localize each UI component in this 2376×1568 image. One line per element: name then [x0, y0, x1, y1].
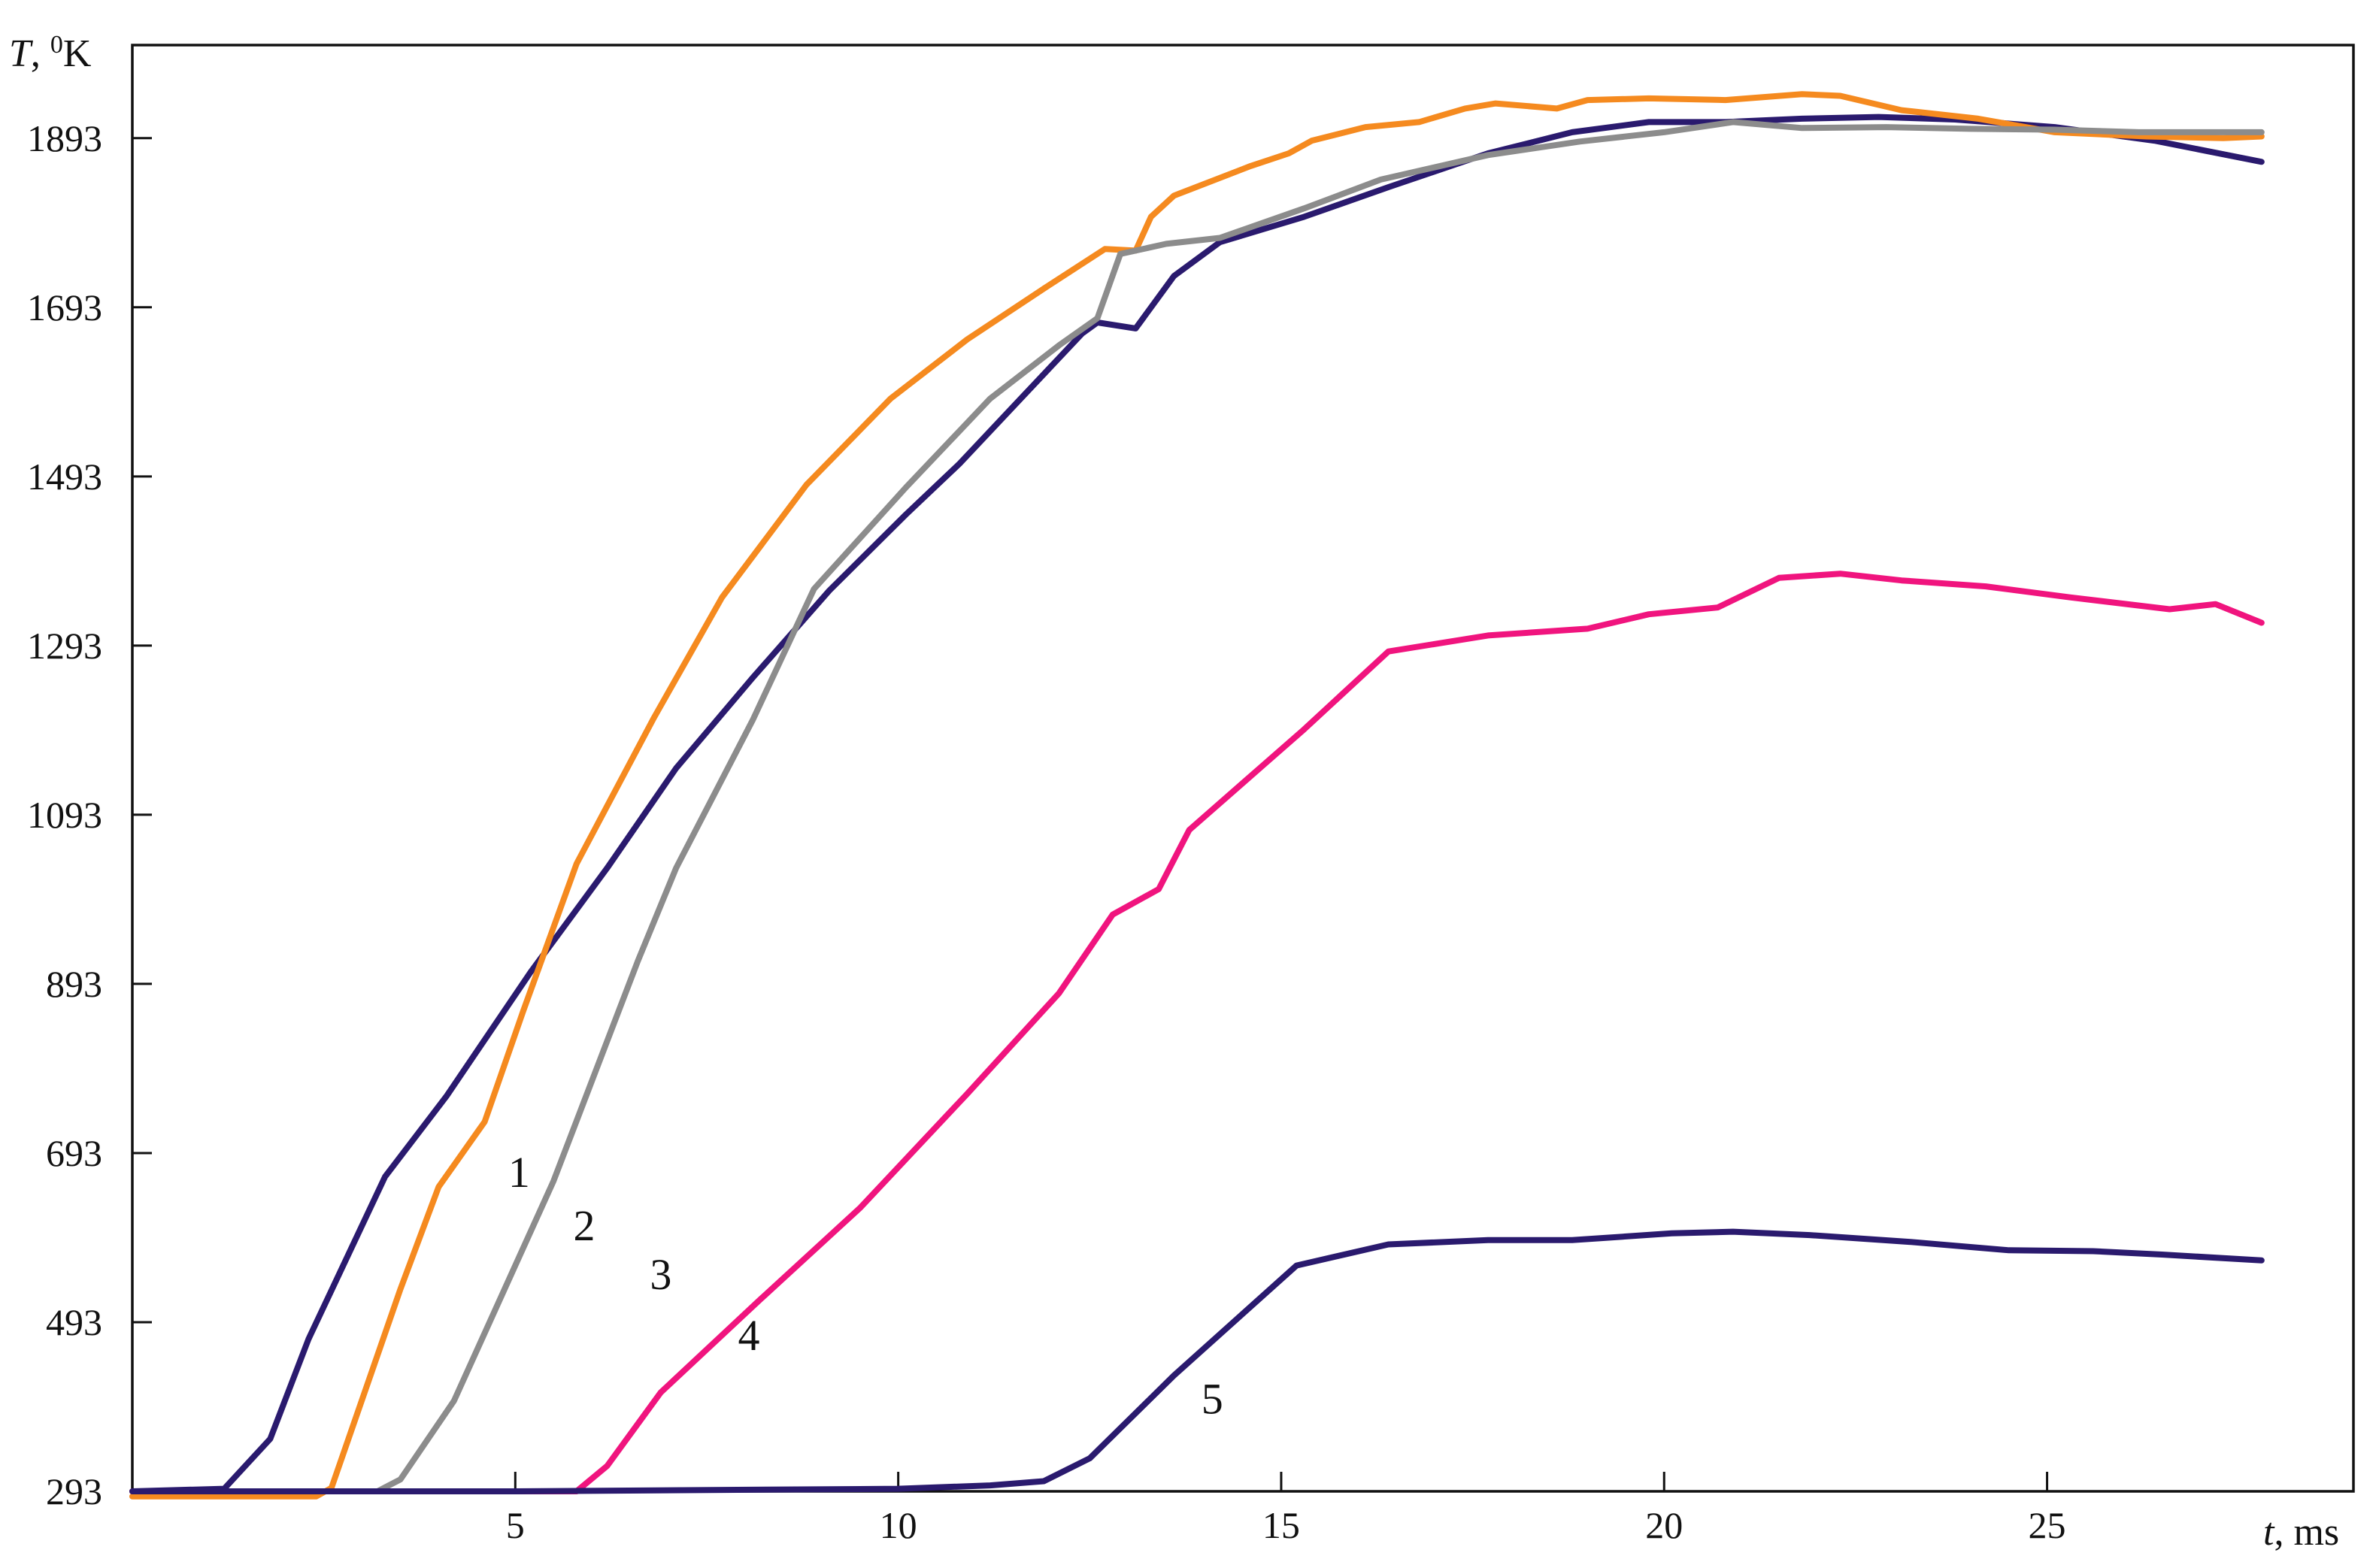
curve-label-2: 2 [573, 1201, 595, 1250]
y-tick-label: 693 [46, 1132, 102, 1174]
x-axis-ticks: 5 10 15 20 25 [506, 1472, 2066, 1546]
x-axis-title: t, ms [2263, 1511, 2339, 1554]
x-tick-label: 10 [880, 1504, 917, 1546]
plot-frame [131, 44, 2355, 1493]
series-line-3 [129, 119, 2265, 1494]
curve-label-5: 5 [1202, 1374, 1223, 1423]
x-tick-label: 25 [2029, 1504, 2066, 1546]
y-axis-sep: , [31, 32, 50, 75]
series-line-1 [129, 114, 2265, 1494]
y-tick-label: 493 [46, 1301, 102, 1343]
series-line-4 [129, 571, 2265, 1494]
series-line-5 [129, 1228, 2265, 1494]
y-tick-label: 893 [46, 963, 102, 1005]
y-tick-label: 293 [46, 1470, 102, 1512]
x-tick-label: 15 [1262, 1504, 1300, 1546]
x-axis-unit: , ms [2274, 1511, 2339, 1554]
curve-labels: 12 3 4 5 [508, 1148, 1223, 1424]
y-axis-ticks: 293 493 693 893 1093 1293 1493 1693 1893 [27, 117, 152, 1512]
y-tick-label: 1493 [27, 456, 102, 498]
curve-label-1: 1 [508, 1148, 530, 1197]
y-axis-title: T, 0K [9, 31, 92, 76]
y-tick-label: 1893 [27, 117, 102, 159]
y-axis-var: T [9, 32, 33, 75]
x-axis-var: t [2263, 1511, 2275, 1554]
y-axis-superscript: 0 [50, 31, 63, 59]
series-group [129, 91, 2265, 1500]
series-line-2 [129, 91, 2265, 1500]
y-tick-label: 1293 [27, 625, 102, 667]
x-tick-label: 5 [506, 1504, 525, 1546]
y-tick-label: 1693 [27, 286, 102, 328]
curve-label-3: 3 [650, 1250, 671, 1299]
curve-label-4: 4 [738, 1311, 759, 1360]
y-axis-unit: K [63, 32, 92, 75]
x-tick-label: 20 [1645, 1504, 1683, 1546]
y-tick-label: 1093 [27, 794, 102, 836]
